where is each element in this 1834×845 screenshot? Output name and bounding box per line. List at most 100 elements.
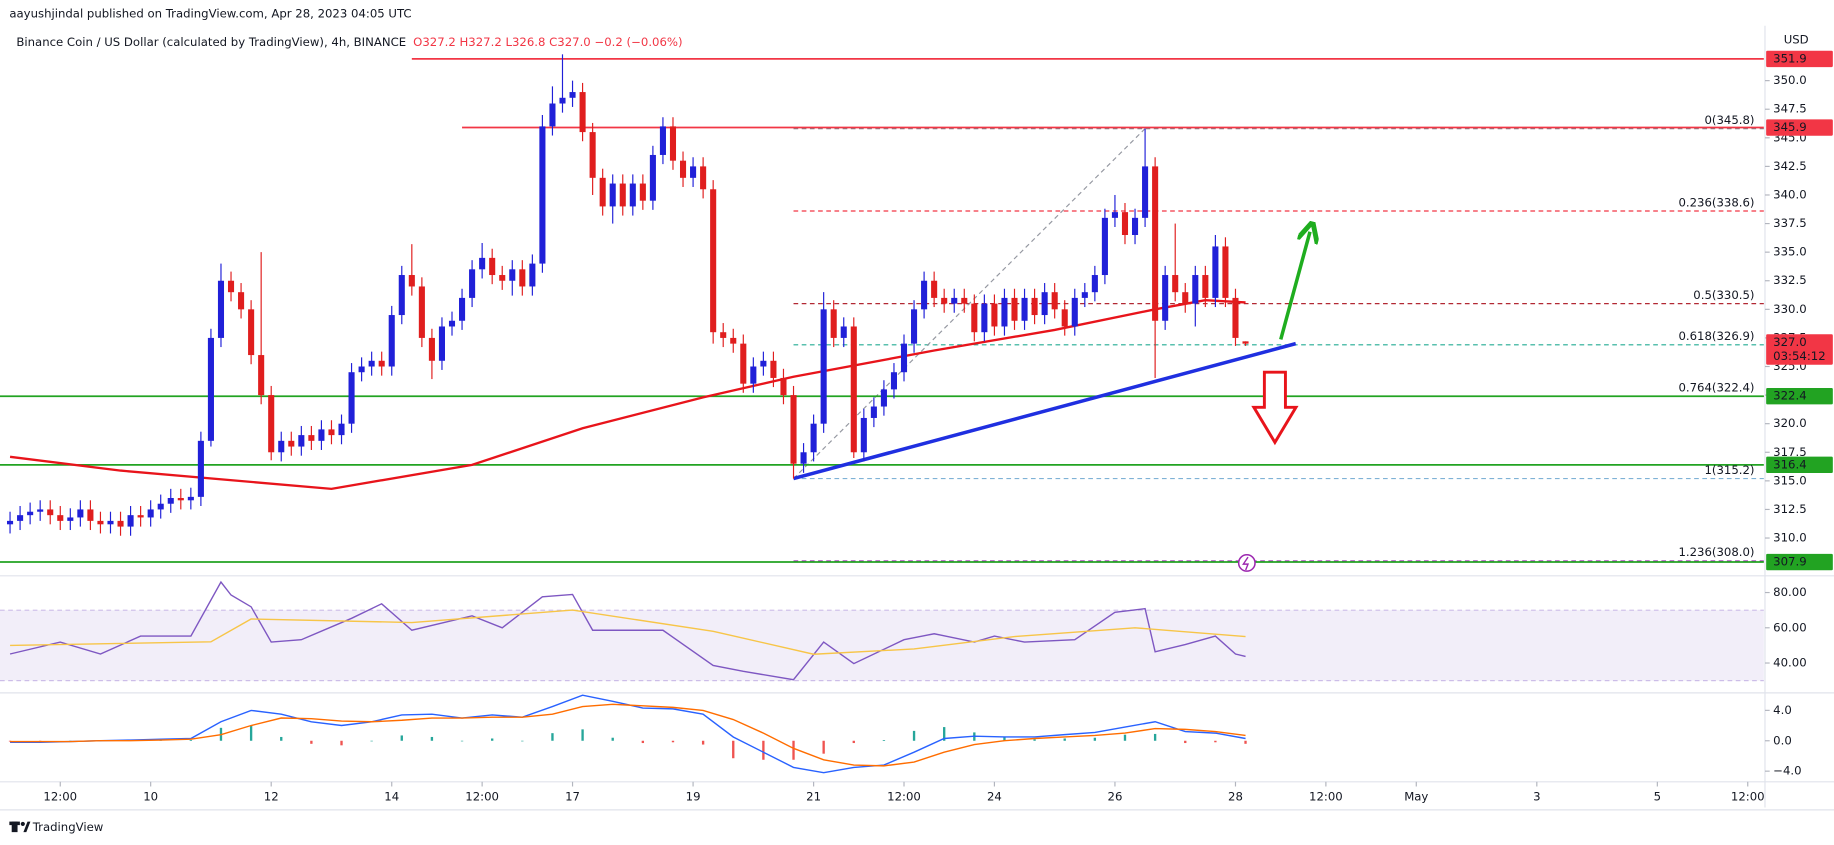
candle-body xyxy=(700,166,707,190)
candle-body xyxy=(539,126,546,264)
candle-body xyxy=(137,515,144,518)
candle-body xyxy=(207,337,214,441)
candle-body xyxy=(1041,292,1048,316)
candle-body xyxy=(981,303,988,333)
candle-body xyxy=(1101,217,1108,276)
candle-body xyxy=(7,520,14,525)
candle-body xyxy=(479,257,486,270)
candle-body xyxy=(298,435,305,447)
candle-body xyxy=(418,286,425,338)
y-tick-label: 317.5 xyxy=(1773,445,1806,459)
candle-body xyxy=(248,309,255,356)
fib-label: 1(315.2) xyxy=(1704,463,1754,477)
candle-body xyxy=(1051,292,1058,310)
candle-body xyxy=(238,292,245,310)
rsi-line xyxy=(9,580,1246,681)
candle-body xyxy=(971,303,978,333)
candle-body xyxy=(750,366,757,384)
macd-histogram xyxy=(762,740,765,760)
candle-body xyxy=(1172,275,1179,293)
macd-histogram xyxy=(1244,740,1247,744)
candle-body xyxy=(1202,275,1209,298)
candle-body xyxy=(860,417,867,453)
macd-histogram xyxy=(340,740,343,746)
x-tick-label: 12:00 xyxy=(43,790,77,804)
last-price-tag xyxy=(1766,334,1833,365)
y-tick-label: 320.0 xyxy=(1773,416,1806,430)
macd-histogram xyxy=(1184,740,1187,744)
y-tick-label: 340.0 xyxy=(1773,187,1806,201)
candle-body xyxy=(368,360,375,367)
x-tick-label: 12 xyxy=(264,790,279,804)
macd-histogram xyxy=(1123,734,1127,741)
candle-body xyxy=(227,280,235,293)
candle-body xyxy=(1081,292,1088,298)
rsi-line xyxy=(10,609,1246,655)
fib-label: 1.236(308.0) xyxy=(1678,545,1754,559)
candle-body xyxy=(569,92,576,98)
candle-body xyxy=(579,92,586,133)
x-tick-label: 10 xyxy=(143,790,158,804)
macd-histogram xyxy=(822,740,825,754)
candle-body xyxy=(669,126,677,161)
trendline xyxy=(793,341,1297,481)
candle-body xyxy=(107,520,114,525)
candle-body xyxy=(740,343,747,384)
candle-body xyxy=(127,515,134,527)
symbol-line: Binance Coin / US Dollar (calculated by … xyxy=(16,35,682,49)
macd-histogram xyxy=(732,740,735,759)
candle-body xyxy=(388,315,395,367)
candle-body xyxy=(559,97,566,104)
candle-body xyxy=(1222,246,1229,298)
fib-label: 0.5(330.5) xyxy=(1693,288,1754,302)
logo-part xyxy=(20,821,25,827)
candle-body xyxy=(348,372,355,424)
candle-body xyxy=(288,440,295,447)
price-tag-label: 307.9 xyxy=(1773,555,1806,569)
brand: TradingView xyxy=(32,820,104,834)
candle-body xyxy=(499,275,506,281)
x-tick-label: 14 xyxy=(384,790,399,804)
candle-body xyxy=(679,160,687,178)
countdown-label: 03:54:12 xyxy=(1773,349,1825,363)
macd-histogram xyxy=(310,740,313,744)
macd-histogram xyxy=(671,740,675,743)
candle-body xyxy=(710,189,717,333)
macd-histogram xyxy=(189,740,193,741)
macd-histogram xyxy=(1063,738,1066,741)
price-tag-label: 316.4 xyxy=(1773,457,1806,471)
y-tick-label: 4.0 xyxy=(1773,703,1792,717)
candle-body xyxy=(428,337,435,361)
candle-body xyxy=(197,440,204,497)
footer-logo xyxy=(9,821,31,833)
candle-body xyxy=(509,269,516,281)
macd-histogram xyxy=(370,740,373,742)
macd-line xyxy=(10,703,1246,767)
macd-histogram xyxy=(1214,740,1217,743)
candle-body xyxy=(1031,297,1038,316)
macd-histogram xyxy=(1033,739,1036,741)
candle-body xyxy=(258,355,265,396)
candle-body xyxy=(850,326,857,453)
candle-body xyxy=(167,498,174,504)
fib-label: 0(345.8) xyxy=(1704,113,1754,127)
y-tick-label: 80.00 xyxy=(1773,585,1806,599)
event-icon[interactable] xyxy=(1237,553,1256,572)
candle-body xyxy=(187,496,194,501)
macd-histogram xyxy=(701,740,705,745)
candle-body xyxy=(97,520,104,525)
y-tick-label: 0.0 xyxy=(1773,733,1792,747)
candle-body xyxy=(951,297,958,304)
y-tick-label: 312.5 xyxy=(1773,502,1806,516)
candle-body xyxy=(770,360,777,378)
macd-histogram xyxy=(491,738,494,741)
candle-body xyxy=(720,332,727,338)
macd-histogram xyxy=(249,725,253,741)
candle-body xyxy=(1232,297,1239,338)
macd-histogram xyxy=(8,740,12,742)
candle-body xyxy=(278,440,285,453)
macd-histogram xyxy=(521,740,524,742)
price-tag-label: 351.9 xyxy=(1773,51,1806,65)
fib-label: 0.618(326.9) xyxy=(1678,329,1754,343)
